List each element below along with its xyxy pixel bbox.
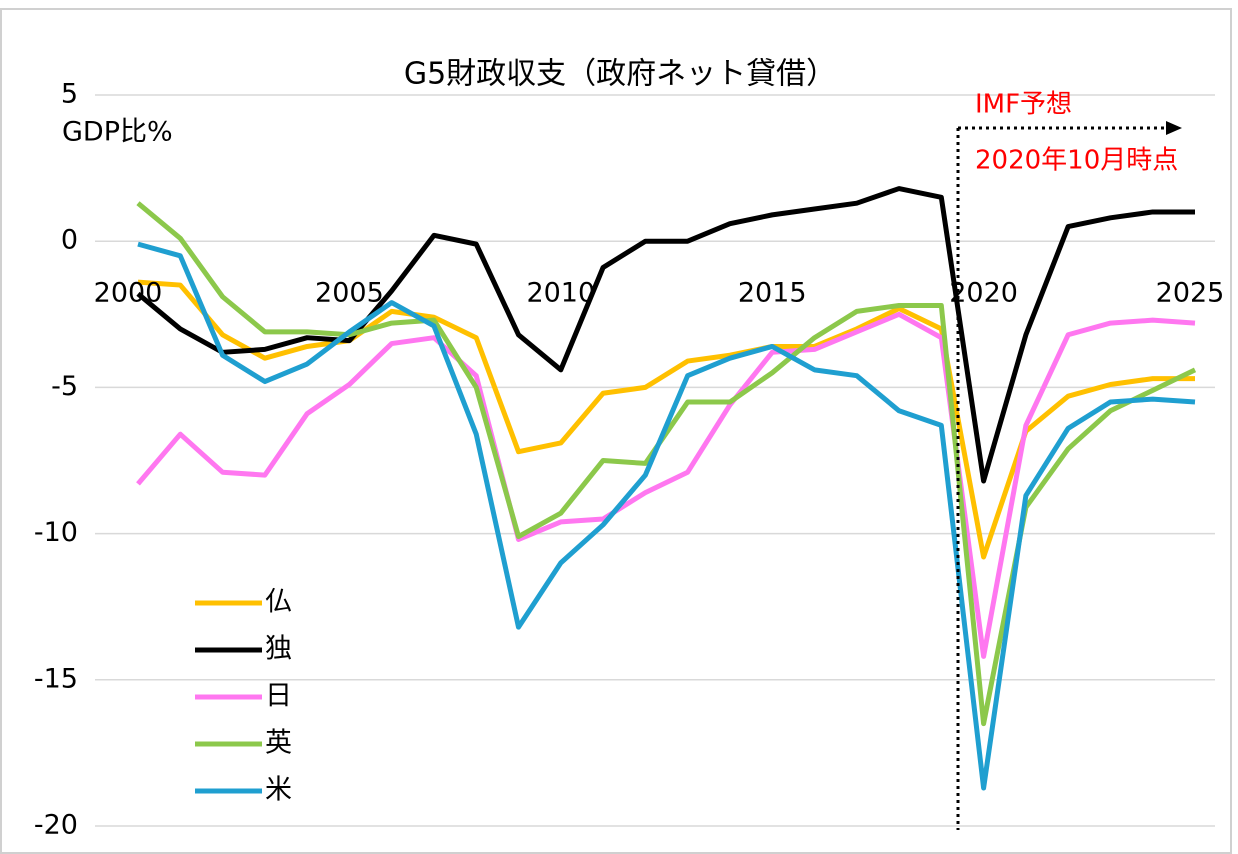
- annotation: IMF予想: [975, 90, 1072, 120]
- plot: [136, 186, 1197, 791]
- legend-label: 仏: [265, 587, 292, 618]
- x-tick-label: 2005: [315, 278, 384, 309]
- legend-label: 英: [265, 728, 292, 759]
- y-tick-label: -15: [34, 663, 78, 694]
- annotation: 2020年10月時点: [975, 146, 1178, 176]
- x-tick-label: 2000: [94, 278, 163, 309]
- y-axis-label: GDP比%: [62, 117, 173, 148]
- axis: -20 -15 -10 -5 0 5 2000 2005 2010 2015 2020 2025: [34, 79, 1224, 841]
- y-tick-label: -10: [34, 517, 78, 548]
- x-tick-label: 2010: [526, 278, 595, 309]
- y-tick-label: -20: [34, 810, 78, 841]
- y-tick-label: 5: [61, 79, 78, 110]
- frame: [0, 8, 1232, 854]
- chart-title: G5財政収支（政府ネット貸借）: [404, 57, 836, 92]
- x-tick-label: 2015: [738, 278, 807, 309]
- series-line: [136, 186, 1195, 484]
- series-line: [137, 241, 1196, 791]
- y-tick-label: -5: [51, 371, 78, 402]
- arrow-head: [1166, 121, 1182, 135]
- x-tick-label: 2020: [949, 278, 1018, 309]
- legend-label: 独: [265, 634, 292, 665]
- y-tick-label: 0: [61, 225, 78, 256]
- series-line: [136, 311, 1196, 659]
- x-tick-label: 2025: [1156, 278, 1225, 309]
- legend-label: 日: [265, 681, 292, 712]
- legend-label: 米: [265, 775, 292, 806]
